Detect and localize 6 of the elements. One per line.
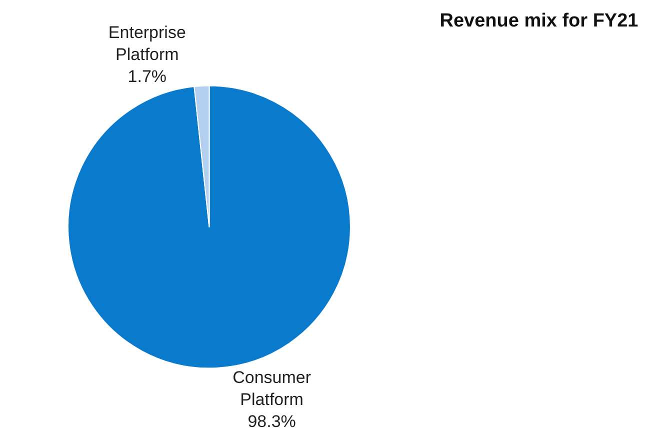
text: Revenue mix for FY21	[440, 10, 639, 32]
slice-label: Enterprise Platform	[108, 22, 186, 64]
data-label: 98.3%	[248, 412, 296, 432]
pie-slice	[68, 85, 351, 368]
data-label: 1.7%	[128, 66, 167, 86]
slice-label: Consumer Platform	[232, 368, 312, 409]
